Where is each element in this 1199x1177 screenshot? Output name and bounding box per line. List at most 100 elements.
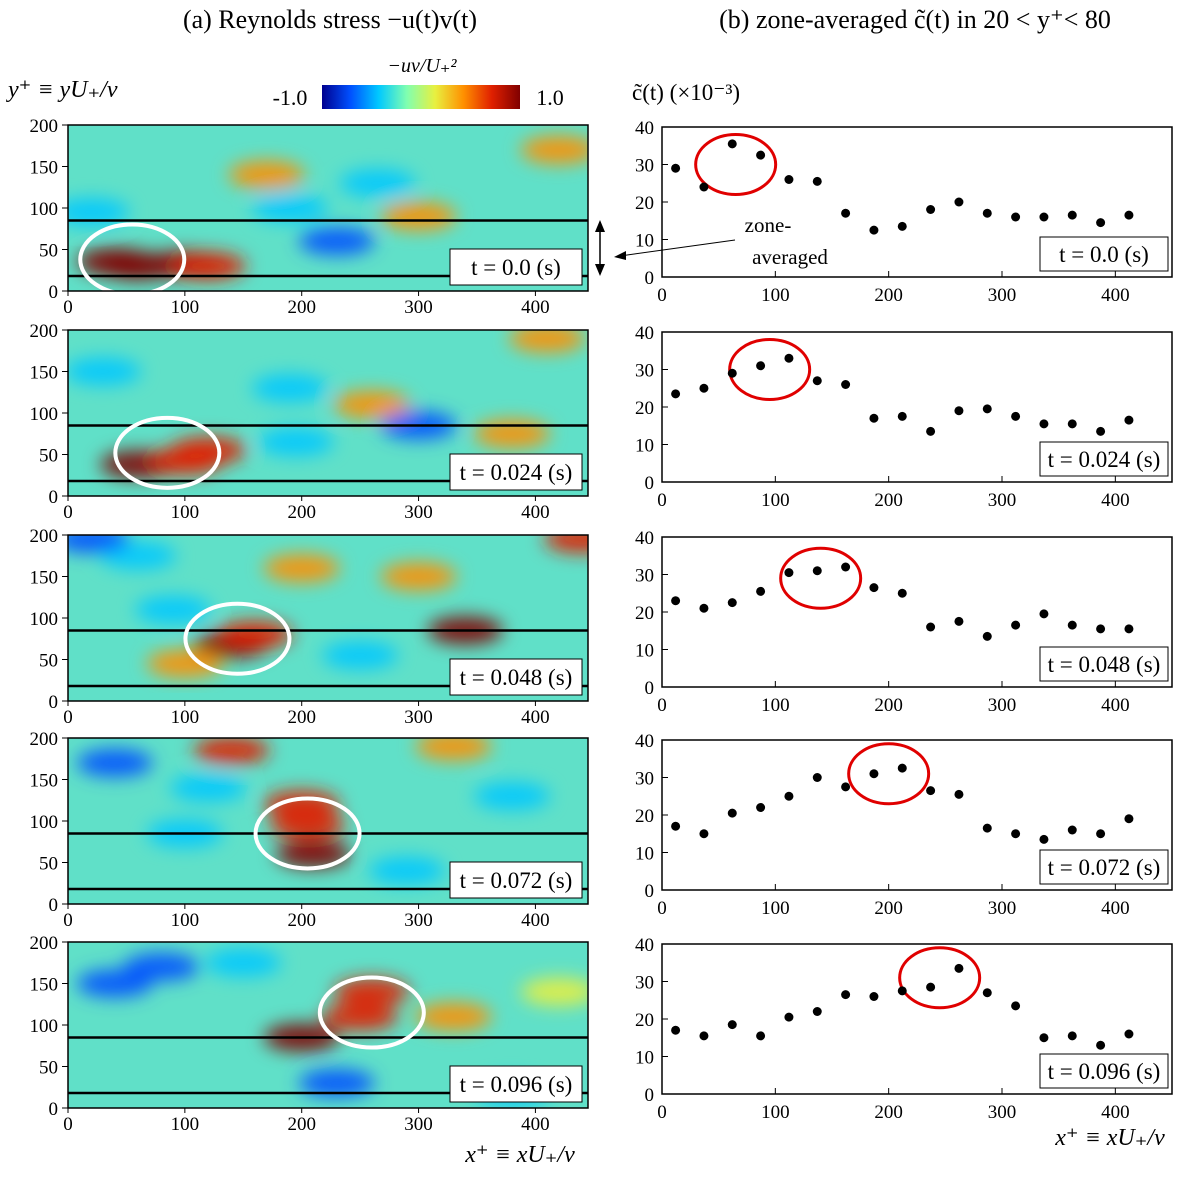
heatmap-blob: [474, 782, 551, 811]
ytick-label: 40: [635, 731, 654, 752]
data-point: [841, 380, 851, 389]
data-point: [1039, 1033, 1049, 1043]
time-label: t = 0.096 (s): [460, 1072, 573, 1097]
xtick-label: 200: [874, 285, 903, 306]
xtick-label: 300: [404, 1114, 433, 1135]
ytick-label: 40: [635, 935, 654, 956]
xtick-label: 300: [404, 707, 433, 728]
ytick-label: 0: [645, 473, 655, 494]
ytick-label: 20: [635, 398, 654, 419]
heatmap-blob: [100, 541, 177, 570]
heatmap-blob: [228, 160, 305, 189]
heatmap-field: [68, 125, 588, 291]
heatmap-blob: [520, 977, 588, 1006]
heatmap-blob: [322, 641, 399, 670]
data-point: [671, 389, 681, 399]
ytick-label: 0: [645, 268, 655, 289]
xtick-label: 200: [287, 297, 316, 318]
ytick-label: 30: [635, 361, 654, 382]
ytick-label: 20: [635, 1010, 654, 1031]
heatmap-blob: [170, 252, 247, 281]
right-panel-title: (b) zone-averaged c̃(t) in 20 < y⁺< 80: [719, 5, 1111, 34]
zone-pointer-line: [619, 239, 736, 257]
xtick-label: 0: [657, 285, 667, 306]
xtick-label: 400: [1101, 490, 1130, 511]
heatmap-blob: [135, 595, 212, 624]
colorbar-max-label: 1.0: [536, 85, 564, 110]
xtick-label: 200: [874, 490, 903, 511]
data-point: [1039, 834, 1049, 844]
data-point: [671, 821, 681, 831]
xtick-label: 200: [874, 695, 903, 716]
heatmap-blobs: [76, 738, 551, 885]
xtick-label: 400: [521, 297, 550, 318]
heatmap-blob: [146, 649, 223, 678]
data-point: [982, 404, 992, 414]
heatmap-blob: [380, 562, 457, 591]
ytick-label: 10: [635, 1048, 654, 1069]
xtick-label: 100: [761, 490, 790, 511]
data-point: [1096, 624, 1106, 634]
heatmap-blob: [333, 977, 410, 1006]
data-point: [699, 603, 709, 613]
time-label-box: [449, 861, 583, 899]
heatmap-blobs: [68, 330, 586, 479]
time-label: t = 0.072 (s): [460, 868, 573, 893]
ytick-label: 0: [49, 487, 59, 508]
xtick-label: 300: [404, 502, 433, 523]
time-label: t = 0.0 (s): [471, 255, 561, 280]
highlight-ellipse: [898, 946, 982, 1010]
data-point: [812, 1007, 822, 1016]
colorbar-gradient: [322, 85, 520, 109]
ytick-label: 0: [49, 692, 59, 713]
highlight-ellipse: [728, 338, 812, 401]
data-point: [1096, 218, 1106, 228]
data-point: [1011, 829, 1021, 839]
ytick-label: 150: [30, 771, 59, 792]
ytick-label: 10: [635, 641, 654, 662]
heatmap-blob: [252, 194, 329, 222]
heatmap-field: [68, 738, 588, 904]
xtick-label: 100: [761, 1102, 790, 1123]
data-point: [954, 197, 964, 207]
time-label: t = 0.024 (s): [1048, 447, 1161, 472]
time-label: t = 0.096 (s): [1048, 1059, 1161, 1084]
xtick-label: 300: [404, 910, 433, 931]
data-point: [812, 566, 822, 576]
xtick-label: 100: [171, 910, 200, 931]
highlight-ellipse: [847, 742, 931, 806]
xtick-label: 100: [761, 285, 790, 306]
ytick-label: 150: [30, 975, 59, 996]
heatmap-blob: [252, 374, 329, 403]
xtick-label: 100: [761, 695, 790, 716]
data-point: [869, 769, 879, 779]
heatmap-blob: [193, 738, 270, 765]
data-point: [869, 583, 879, 593]
ytick-label: 100: [30, 609, 59, 630]
data-point: [1096, 426, 1106, 436]
xtick-label: 200: [287, 910, 316, 931]
data-point: [1096, 829, 1106, 839]
heatmap-blob: [474, 419, 551, 448]
heatmap-blob: [322, 1002, 399, 1031]
data-point: [756, 803, 766, 812]
xtick-label: 100: [171, 297, 200, 318]
data-point: [1096, 1040, 1106, 1050]
ytick-label: 20: [635, 603, 654, 624]
reynolds-panel-1: 0 50 100 150 200 0 100 200 300 400 t = 0.0 (s): [30, 116, 589, 318]
data-point: [699, 182, 709, 192]
ytick-label: 50: [39, 241, 58, 262]
xtick-label: 400: [1101, 1102, 1130, 1123]
data-point: [699, 1031, 709, 1041]
data-point: [699, 383, 709, 393]
heatmap-blob: [520, 135, 588, 164]
data-point: [784, 568, 794, 578]
time-label: t = 0.048 (s): [460, 665, 573, 690]
heatmap-blob: [339, 169, 416, 198]
data-point: [699, 829, 709, 839]
xtick-label: 400: [1101, 898, 1130, 919]
ytick-label: 0: [49, 895, 59, 916]
data-point: [812, 376, 822, 386]
